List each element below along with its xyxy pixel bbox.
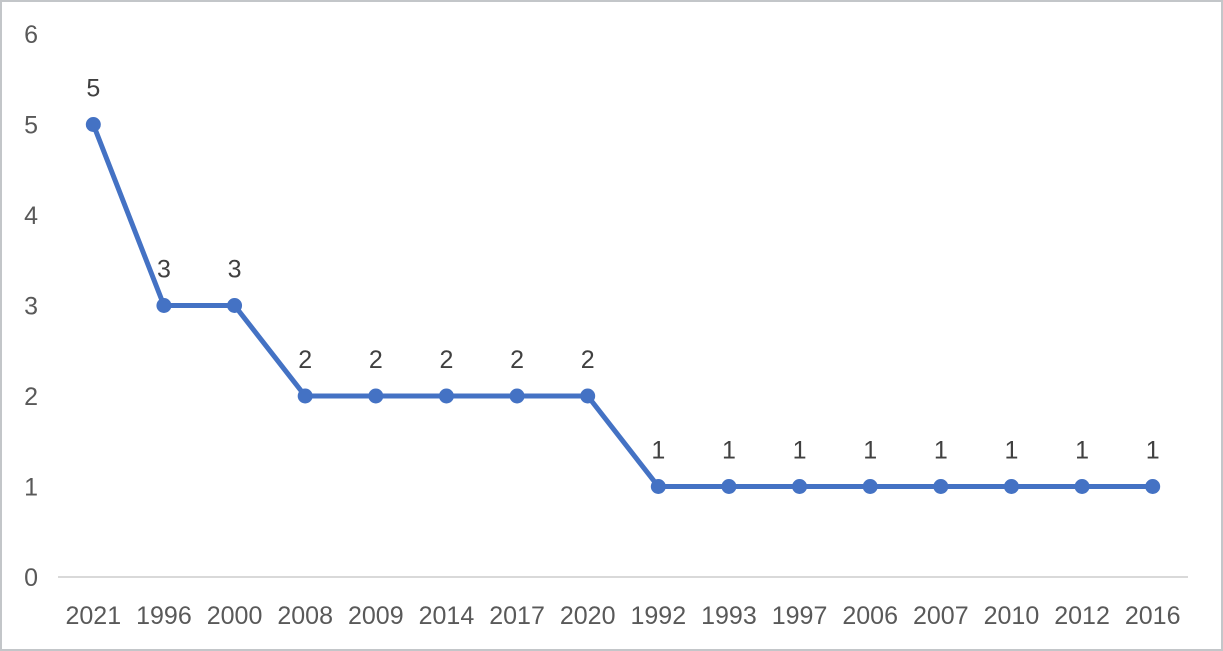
data-point-label: 5 <box>86 75 100 103</box>
data-point-label: 3 <box>228 256 242 284</box>
data-point-marker <box>580 388 596 404</box>
data-point-marker <box>792 479 808 494</box>
data-point-label: 1 <box>1004 437 1018 465</box>
x-axis-category-label: 2020 <box>560 602 616 630</box>
data-point-marker <box>438 388 454 404</box>
y-axis-tick-label: 0 <box>24 564 38 592</box>
data-point-marker <box>85 117 101 132</box>
data-point-label: 2 <box>510 346 524 374</box>
data-point-marker <box>297 388 313 404</box>
x-axis-category-label: 2012 <box>1054 602 1110 630</box>
series-line <box>90 122 1156 489</box>
y-axis-tick-label: 4 <box>24 202 38 230</box>
y-axis-tick-label: 6 <box>24 21 38 49</box>
data-point-label: 2 <box>298 346 312 374</box>
data-point-label: 3 <box>157 256 171 284</box>
x-axis-category-label: 2009 <box>348 602 404 630</box>
x-axis-category-label: 1997 <box>772 602 828 630</box>
x-axis-category-label: 2021 <box>66 602 122 630</box>
data-point-marker <box>933 479 949 494</box>
data-point-label: 1 <box>934 437 948 465</box>
data-point-label: 2 <box>369 346 383 374</box>
y-axis-tick-label: 3 <box>24 293 38 321</box>
data-point-marker <box>227 298 243 313</box>
x-axis-category-label: 2016 <box>1125 602 1181 630</box>
x-axis-category-label: 1993 <box>701 602 757 630</box>
data-point-label: 2 <box>439 346 453 374</box>
x-axis-category-label: 1992 <box>631 602 687 630</box>
data-point-marker <box>1145 479 1161 494</box>
y-axis-tick-label: 1 <box>24 474 38 502</box>
data-point-label: 1 <box>722 437 736 465</box>
x-axis-category-label: 2007 <box>913 602 969 630</box>
data-point-marker <box>1074 479 1090 494</box>
data-point-label: 1 <box>1075 437 1089 465</box>
data-point-marker <box>650 479 666 494</box>
data-point-marker <box>509 388 525 404</box>
y-axis-tick-label: 2 <box>24 383 38 411</box>
x-axis-category-label: 2017 <box>489 602 545 630</box>
x-axis-category-label: 1996 <box>136 602 192 630</box>
data-point-label: 1 <box>651 437 665 465</box>
data-point-marker <box>721 479 737 494</box>
data-point-marker <box>156 298 172 313</box>
x-axis-category-label: 2010 <box>984 602 1040 630</box>
data-point-label: 1 <box>863 437 877 465</box>
x-axis-category-label: 2006 <box>842 602 898 630</box>
data-point-label: 2 <box>581 346 595 374</box>
x-axis-category-label: 2008 <box>277 602 333 630</box>
data-point-marker <box>862 479 878 494</box>
data-point-label: 1 <box>1146 437 1160 465</box>
y-axis-tick-label: 5 <box>24 112 38 140</box>
x-axis-category-label: 2014 <box>419 602 475 630</box>
data-point-marker <box>1003 479 1019 494</box>
data-point-marker <box>368 388 384 404</box>
data-point-label: 1 <box>793 437 807 465</box>
x-axis-category-label: 2000 <box>207 602 263 630</box>
